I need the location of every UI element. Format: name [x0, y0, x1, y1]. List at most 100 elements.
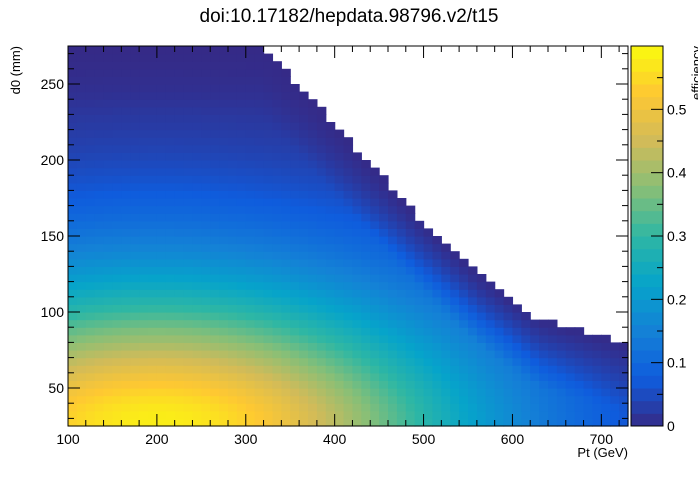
heatmap-cell — [254, 258, 265, 267]
heatmap-cell — [85, 289, 96, 298]
heatmap-cell — [183, 410, 194, 419]
heatmap-cell — [299, 182, 309, 191]
heatmap-cell — [76, 152, 87, 161]
heatmap-cell — [94, 190, 105, 199]
heatmap-cell — [574, 395, 585, 404]
heatmap-cell — [361, 350, 371, 359]
color-scale-band — [631, 388, 663, 402]
heatmap-cell — [76, 334, 87, 343]
heatmap-cell — [370, 395, 380, 404]
heatmap-cell — [290, 350, 300, 359]
heatmap-cell — [156, 160, 167, 169]
heatmap-cell — [512, 334, 522, 343]
heatmap-cell — [148, 144, 158, 153]
heatmap-cell — [512, 304, 522, 313]
heatmap-cell — [245, 372, 256, 381]
heatmap-cell — [165, 46, 176, 55]
heatmap-cell — [263, 372, 274, 381]
heatmap-cell — [263, 243, 274, 252]
heatmap-cell — [334, 190, 345, 199]
heatmap-cell — [503, 342, 514, 351]
heatmap-cell — [236, 220, 247, 229]
heatmap-cell — [299, 418, 309, 427]
heatmap-cell — [414, 342, 425, 351]
heatmap-cell — [583, 357, 594, 366]
heatmap-cell — [290, 160, 300, 169]
heatmap-cell — [156, 84, 167, 93]
heatmap-cell — [165, 296, 176, 305]
heatmap-cell — [574, 350, 585, 359]
heatmap-cell — [316, 198, 327, 207]
heatmap-cell — [85, 236, 96, 245]
heatmap-cell — [290, 274, 300, 283]
heatmap-cell — [174, 304, 185, 313]
heatmap-cell — [76, 114, 87, 123]
heatmap-cell — [174, 296, 185, 305]
heatmap-cell — [308, 167, 318, 176]
heatmap-cell — [308, 312, 318, 321]
heatmap-cell — [210, 46, 220, 55]
heatmap-cell — [556, 410, 567, 419]
heatmap-cell — [290, 251, 300, 260]
heatmap-cell — [388, 258, 398, 267]
heatmap-cell — [85, 296, 96, 305]
heatmap-cell — [236, 190, 247, 199]
heatmap-cell — [503, 418, 514, 427]
heatmap-cell — [299, 312, 309, 321]
heatmap-cell — [121, 160, 131, 169]
heatmap-cell — [334, 129, 345, 138]
heatmap-cell — [130, 296, 140, 305]
heatmap-cell — [85, 84, 96, 93]
heatmap-cell — [316, 258, 327, 267]
heatmap-cell — [192, 350, 202, 359]
heatmap-cell — [130, 175, 140, 184]
heatmap-cell — [539, 357, 549, 366]
heatmap-cell — [299, 213, 309, 222]
heatmap-cell — [130, 167, 140, 176]
heatmap-cell — [228, 304, 238, 313]
heatmap-cell — [299, 99, 309, 108]
heatmap-cell — [281, 357, 291, 366]
heatmap-cell — [503, 388, 514, 397]
heatmap-cell — [148, 380, 158, 389]
heatmap-cell — [112, 137, 122, 146]
heatmap-cell — [236, 122, 247, 131]
heatmap-cell — [76, 99, 87, 108]
heatmap-cell — [85, 312, 96, 321]
heatmap-cell — [272, 350, 282, 359]
heatmap-cell — [352, 312, 362, 321]
heatmap-cell — [476, 296, 487, 305]
heatmap-cell — [441, 266, 451, 275]
heatmap-cell — [361, 274, 371, 283]
heatmap-cell — [156, 266, 167, 275]
heatmap-cell — [468, 418, 478, 427]
heatmap-cell — [245, 99, 256, 108]
heatmap-cell — [512, 418, 522, 427]
heatmap-cell — [245, 182, 256, 191]
heatmap-cell — [121, 327, 131, 336]
heatmap-cell — [610, 350, 620, 359]
heatmap-cell — [485, 289, 496, 298]
heatmap-cell — [156, 327, 167, 336]
heatmap-cell — [583, 342, 594, 351]
heatmap-cell — [423, 334, 434, 343]
heatmap-cell — [219, 84, 229, 93]
heatmap-cell — [76, 251, 87, 260]
heatmap-cell — [272, 281, 282, 290]
heatmap-cell — [379, 175, 389, 184]
heatmap-cell — [121, 167, 131, 176]
heatmap-cell — [574, 388, 585, 397]
heatmap-cell — [254, 144, 265, 153]
heatmap-cell — [201, 258, 211, 267]
heatmap-cell — [299, 289, 309, 298]
heatmap-cell — [388, 281, 398, 290]
heatmap-cell — [148, 114, 158, 123]
heatmap-cell — [325, 334, 336, 343]
heatmap-cell — [352, 258, 362, 267]
heatmap-cell — [290, 410, 300, 419]
heatmap-cell — [245, 122, 256, 131]
heatmap-cell — [334, 380, 345, 389]
heatmap-cell — [281, 334, 291, 343]
heatmap-cell — [352, 220, 362, 229]
